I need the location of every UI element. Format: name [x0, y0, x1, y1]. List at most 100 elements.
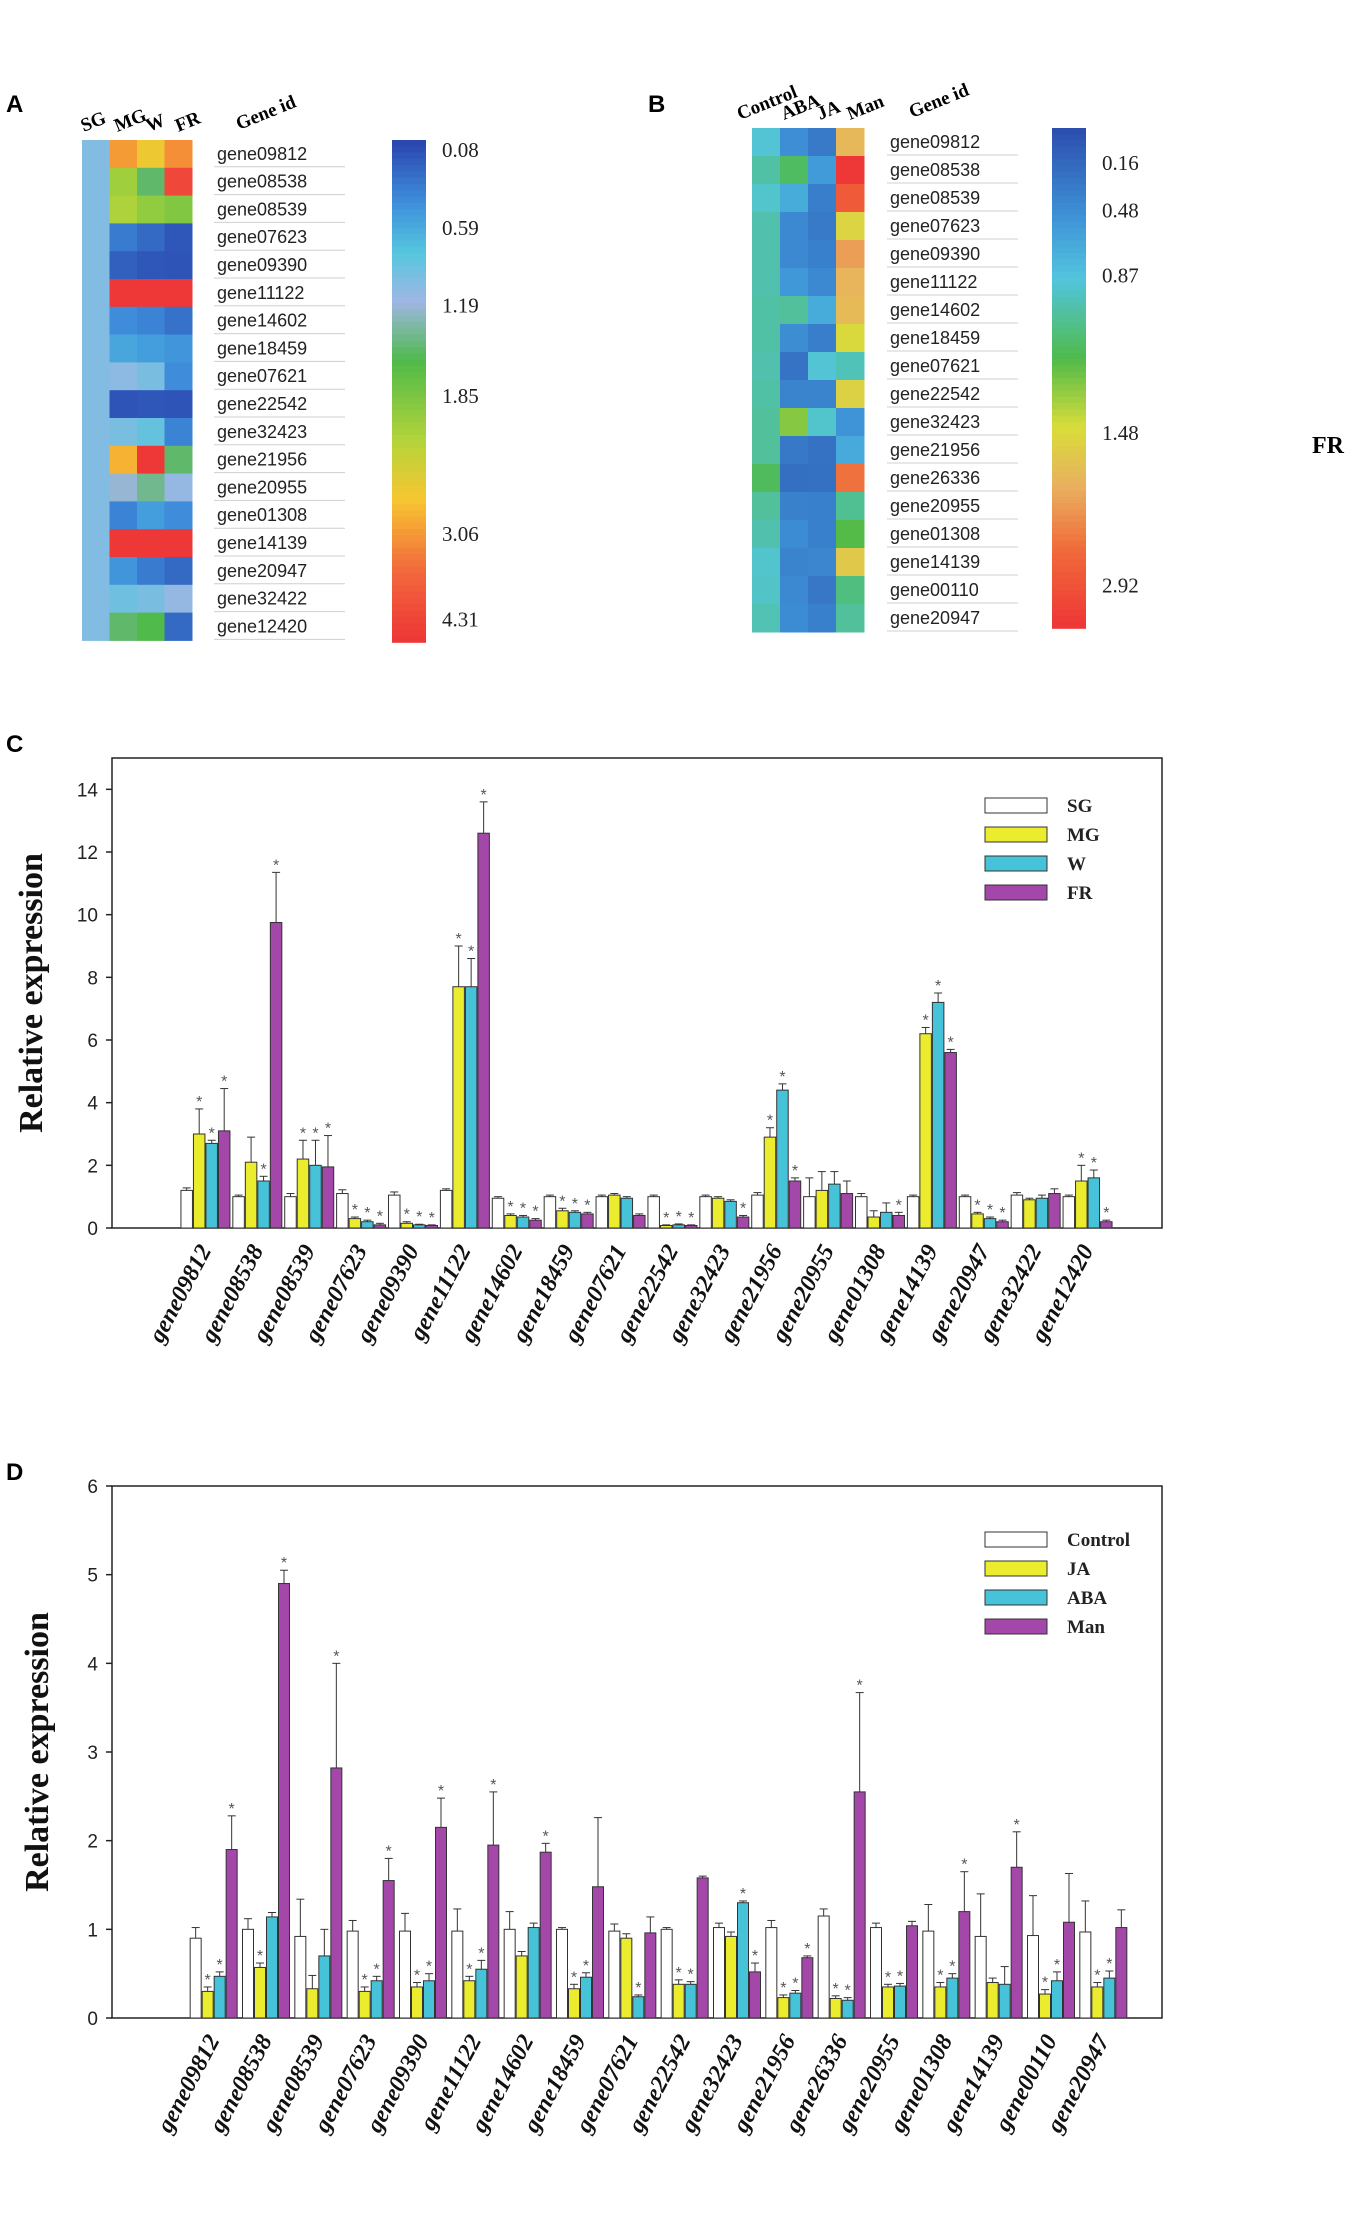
heatmap-cell	[836, 576, 865, 605]
heatmap-a: SG MGW FR Gene idgene09812gene08538gene0853…	[78, 91, 479, 643]
heatmap-cell	[137, 445, 165, 475]
heatmap-cell	[137, 140, 165, 169]
heatmap-cell	[780, 324, 809, 353]
significance-star: *	[833, 1981, 839, 1998]
colorbar-segment	[1052, 328, 1086, 336]
heatmap-cell	[836, 184, 865, 213]
colorbar-segment	[392, 196, 426, 204]
colorbar-segment	[392, 259, 426, 267]
gene-label: gene14602	[217, 311, 307, 331]
colorbar-segment	[392, 353, 426, 361]
significance-star: *	[1042, 1975, 1048, 1992]
significance-star: *	[273, 857, 279, 874]
gene-label: gene00110	[890, 580, 979, 600]
gene-label: gene20955	[217, 477, 307, 497]
bar	[1035, 1197, 1049, 1229]
bar	[435, 1826, 447, 2019]
panel-label-c: C	[6, 731, 23, 758]
heatmap-cell	[780, 380, 809, 409]
bar	[370, 1980, 383, 2019]
colorbar-segment	[392, 497, 426, 505]
significance-star: *	[688, 1967, 694, 1984]
heatmap-cell	[82, 306, 110, 336]
heatmap-cell	[836, 520, 865, 549]
colorbar-segment	[392, 529, 426, 537]
heatmap-cell	[780, 240, 809, 269]
heatmap-cell	[836, 324, 865, 353]
heatmap-cell	[808, 240, 837, 269]
heatmap-cell	[82, 195, 110, 224]
bar	[452, 986, 465, 1229]
bar	[225, 1849, 238, 2019]
colorbar-segment	[392, 158, 426, 166]
bar	[608, 1194, 621, 1229]
colorbar-segment	[1052, 428, 1086, 436]
bar	[931, 1001, 945, 1229]
gene-label: gene18459	[890, 328, 980, 348]
colorbar-segment	[392, 165, 426, 173]
significance-star: *	[845, 1983, 851, 2000]
colorbar-segment	[1052, 415, 1086, 423]
heatmap-cell	[82, 418, 110, 447]
colorbar-segment	[1052, 465, 1086, 473]
bar	[986, 1982, 999, 2019]
significance-star: *	[377, 1208, 383, 1225]
bar	[411, 1986, 423, 2019]
heatmap-cell	[780, 212, 809, 241]
heatmap-cell	[164, 445, 193, 475]
heatmap-cell	[780, 520, 809, 549]
legend-swatch	[984, 1618, 1048, 1635]
colorbar-segment	[1052, 521, 1086, 529]
heatmap-cell	[752, 520, 781, 549]
bar	[906, 1925, 918, 2019]
significance-star: *	[897, 1968, 903, 1985]
y-tick-label: 0	[87, 2009, 98, 2030]
colorbar-segment	[392, 566, 426, 574]
colorbar-segment	[1052, 128, 1086, 136]
heatmap-cell	[164, 306, 193, 336]
colorbar-segment	[392, 635, 426, 643]
bar	[608, 1930, 621, 2019]
heatmap-cell	[137, 223, 165, 252]
heatmap-cell	[836, 464, 865, 493]
y-tick-label: 6	[87, 1031, 98, 1052]
significance-star: *	[281, 1555, 287, 1572]
significance-star: *	[374, 1961, 380, 1978]
colorbar-segment	[1052, 196, 1086, 204]
heatmap-cell	[808, 464, 837, 493]
heatmap-cell	[164, 529, 193, 558]
heatmap-cell	[164, 279, 193, 308]
bar	[595, 1196, 609, 1229]
gene-label: gene14139	[217, 533, 307, 553]
significance-star: *	[362, 1972, 368, 1989]
heatmap-cell	[808, 268, 837, 297]
heatmap-cell	[164, 140, 193, 169]
bar	[1079, 1931, 1092, 2019]
colorbar-segment	[1052, 540, 1086, 548]
bar	[894, 1985, 906, 2019]
bar	[516, 1216, 530, 1229]
heatmap-cell	[836, 240, 865, 269]
bar	[388, 1194, 401, 1229]
bar	[189, 1937, 202, 2019]
bar	[841, 1999, 854, 2019]
heatmap-cell	[82, 584, 110, 614]
bar	[244, 1161, 258, 1229]
y-tick-label: 10	[77, 906, 98, 927]
heatmap-cell	[137, 584, 165, 614]
heatmap-cell	[109, 167, 138, 197]
colorbar-segment	[392, 321, 426, 330]
heatmap-cell	[82, 557, 110, 586]
colorbar-segment	[1052, 209, 1086, 217]
y-axis-label: Relative expression	[19, 1612, 56, 1892]
colorbar-segment	[392, 434, 426, 442]
bar	[801, 1957, 814, 2019]
colorbar-segment	[1052, 315, 1086, 323]
heatmap-cell	[109, 251, 138, 280]
legend-swatch	[984, 1560, 1048, 1577]
heatmap-cell	[137, 529, 165, 558]
heatmap-cell	[164, 473, 193, 502]
significance-star: *	[676, 1965, 682, 1982]
colorbar-segment	[392, 623, 426, 631]
